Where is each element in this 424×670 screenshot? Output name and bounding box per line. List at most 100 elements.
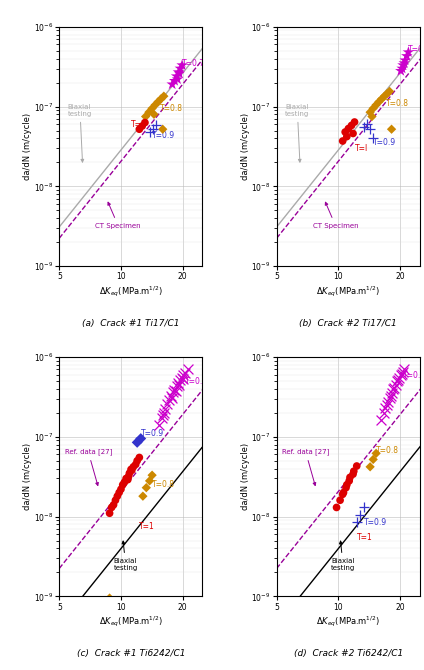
Point — [158, 413, 165, 423]
Point — [178, 373, 185, 383]
Point — [399, 60, 406, 70]
Text: T=0.8: T=0.8 — [376, 446, 399, 455]
Text: T=I: T=I — [354, 144, 368, 153]
Point — [172, 385, 179, 396]
Point — [350, 469, 357, 480]
Point — [136, 452, 143, 463]
X-axis label: $\Delta K_{eq}$(MPa.m$^{1/2}$): $\Delta K_{eq}$(MPa.m$^{1/2}$) — [316, 614, 380, 629]
Text: T=1: T=1 — [357, 533, 372, 542]
Point — [390, 383, 397, 394]
Point — [397, 66, 404, 76]
Point — [360, 502, 367, 513]
Point — [136, 124, 143, 135]
Text: T=0.9: T=0.9 — [141, 429, 164, 438]
Point — [117, 484, 124, 494]
Point — [180, 370, 187, 381]
Point — [373, 100, 379, 111]
Point — [389, 388, 396, 399]
Point — [383, 400, 390, 411]
Point — [386, 392, 393, 403]
Point — [333, 502, 340, 513]
Point — [159, 409, 166, 420]
Point — [149, 123, 156, 134]
Point — [391, 383, 398, 393]
Point — [367, 107, 374, 117]
Point — [367, 462, 374, 472]
Point — [179, 60, 185, 70]
Point — [161, 407, 168, 418]
Point — [339, 489, 346, 500]
Point — [145, 107, 152, 117]
Text: T=0.7: T=0.7 — [408, 45, 424, 54]
Point — [175, 378, 181, 389]
Point — [402, 55, 408, 66]
Point — [155, 96, 162, 107]
Point — [380, 407, 387, 418]
Point — [149, 470, 156, 480]
Point — [159, 124, 166, 135]
Text: (b)  Crack #2 Ti17/C1: (b) Crack #2 Ti17/C1 — [299, 319, 397, 328]
Point — [137, 433, 144, 444]
Text: Ref. data [27]: Ref. data [27] — [64, 448, 112, 486]
Text: T=0.8: T=0.8 — [160, 104, 183, 113]
Point — [378, 94, 385, 105]
Point — [393, 380, 399, 391]
Point — [160, 91, 167, 102]
Point — [348, 120, 355, 131]
Text: CT Specimen: CT Specimen — [313, 202, 358, 228]
Point — [378, 415, 385, 426]
Point — [339, 135, 346, 146]
Point — [108, 502, 115, 513]
Point — [167, 391, 174, 402]
Point — [112, 495, 119, 506]
Point — [343, 480, 350, 490]
Text: T=0.8: T=0.8 — [152, 480, 175, 489]
Text: (a)  Crack #1 Ti17/C1: (a) Crack #1 Ti17/C1 — [82, 319, 180, 328]
Point — [134, 456, 140, 466]
Text: T=0.9: T=0.9 — [373, 139, 396, 147]
Point — [346, 472, 353, 482]
Point — [398, 369, 405, 379]
Point — [130, 462, 137, 472]
Point — [373, 448, 379, 459]
Point — [405, 47, 412, 58]
Point — [345, 123, 352, 134]
Point — [387, 391, 394, 402]
Point — [106, 508, 113, 519]
Point — [171, 76, 178, 86]
Point — [166, 395, 173, 405]
Point — [169, 79, 176, 90]
Point — [337, 495, 343, 506]
Point — [181, 368, 188, 379]
Point — [124, 474, 131, 485]
Point — [403, 51, 410, 62]
Point — [360, 122, 367, 133]
Point — [343, 482, 349, 493]
Point — [388, 124, 395, 135]
Point — [169, 387, 176, 398]
Text: T=0.8: T=0.8 — [385, 98, 408, 108]
Point — [128, 464, 134, 475]
Point — [368, 111, 375, 122]
X-axis label: $\Delta K_{eq}$(MPa.m$^{1/2}$): $\Delta K_{eq}$(MPa.m$^{1/2}$) — [316, 284, 380, 299]
Text: Biaxial
testing: Biaxial testing — [68, 104, 92, 162]
Point — [123, 473, 129, 484]
Point — [396, 373, 403, 384]
Point — [146, 127, 153, 137]
Point — [370, 454, 377, 465]
Point — [125, 471, 132, 482]
Point — [119, 480, 126, 490]
Point — [164, 399, 170, 409]
Text: T=0.7: T=0.7 — [185, 377, 208, 385]
Point — [395, 375, 402, 385]
Text: Biaxial
testing: Biaxial testing — [285, 104, 310, 162]
Point — [177, 63, 184, 74]
Text: (c)  Crack #1 Ti6242/C1: (c) Crack #1 Ti6242/C1 — [77, 649, 185, 658]
X-axis label: $\Delta K_{eq}$(MPa.m$^{1/2}$): $\Delta K_{eq}$(MPa.m$^{1/2}$) — [99, 614, 163, 629]
Point — [386, 86, 393, 96]
Point — [385, 397, 391, 408]
Point — [155, 420, 162, 431]
Point — [110, 500, 117, 511]
Point — [370, 133, 377, 143]
Y-axis label: da/dN (m/cycle): da/dN (m/cycle) — [23, 113, 32, 180]
